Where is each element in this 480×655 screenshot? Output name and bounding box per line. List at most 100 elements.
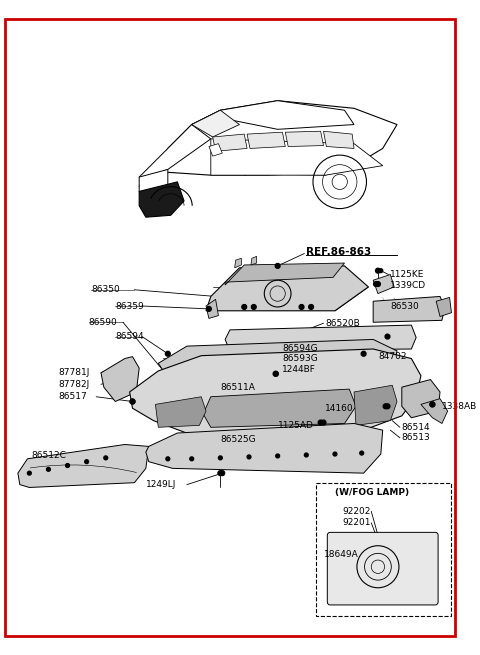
Circle shape xyxy=(218,456,222,460)
Polygon shape xyxy=(206,299,218,318)
Polygon shape xyxy=(235,258,241,268)
Text: 1339CD: 1339CD xyxy=(390,280,426,290)
Polygon shape xyxy=(203,389,356,427)
Text: 1338AB: 1338AB xyxy=(442,402,477,411)
Circle shape xyxy=(130,399,135,404)
Circle shape xyxy=(273,371,278,376)
Polygon shape xyxy=(421,399,448,424)
Circle shape xyxy=(333,452,337,456)
Circle shape xyxy=(360,451,364,455)
Circle shape xyxy=(385,404,390,409)
Circle shape xyxy=(430,402,435,407)
Polygon shape xyxy=(247,132,285,149)
Polygon shape xyxy=(225,263,345,285)
Polygon shape xyxy=(251,256,257,265)
Polygon shape xyxy=(225,325,416,351)
Text: 1249LJ: 1249LJ xyxy=(146,480,176,489)
Text: 92202: 92202 xyxy=(343,507,371,516)
Circle shape xyxy=(218,471,223,476)
Circle shape xyxy=(304,453,308,457)
Circle shape xyxy=(418,556,424,562)
Polygon shape xyxy=(206,266,368,310)
Text: 87782J: 87782J xyxy=(58,380,89,389)
Circle shape xyxy=(385,334,390,339)
FancyBboxPatch shape xyxy=(327,533,438,605)
Circle shape xyxy=(383,404,388,409)
Text: REF.86-863: REF.86-863 xyxy=(306,246,372,257)
Polygon shape xyxy=(139,101,397,191)
Polygon shape xyxy=(354,385,397,425)
Text: 87781J: 87781J xyxy=(58,368,89,377)
Circle shape xyxy=(166,351,170,356)
Circle shape xyxy=(309,305,313,309)
Text: 1125KE: 1125KE xyxy=(390,270,425,279)
Text: 86514: 86514 xyxy=(402,422,431,432)
Polygon shape xyxy=(139,170,168,201)
Polygon shape xyxy=(373,297,445,322)
Text: 86594: 86594 xyxy=(115,332,144,341)
Circle shape xyxy=(247,455,251,458)
Circle shape xyxy=(242,305,247,309)
Polygon shape xyxy=(156,397,206,427)
Circle shape xyxy=(166,457,170,460)
Polygon shape xyxy=(139,124,211,179)
Polygon shape xyxy=(158,339,397,378)
Text: 18649A: 18649A xyxy=(324,550,358,559)
Text: 92201: 92201 xyxy=(343,518,371,527)
Polygon shape xyxy=(192,110,240,137)
Text: 1125AD: 1125AD xyxy=(277,421,313,430)
Polygon shape xyxy=(18,445,149,487)
Circle shape xyxy=(220,471,225,476)
Polygon shape xyxy=(285,131,324,147)
Polygon shape xyxy=(213,134,247,151)
Polygon shape xyxy=(139,182,184,217)
Text: 86590: 86590 xyxy=(88,318,117,327)
Text: 86517: 86517 xyxy=(58,392,87,402)
Text: 86525G: 86525G xyxy=(220,435,256,444)
Text: 86513: 86513 xyxy=(402,434,431,442)
Polygon shape xyxy=(402,379,440,418)
Circle shape xyxy=(275,263,280,269)
Circle shape xyxy=(252,305,256,309)
Circle shape xyxy=(299,305,304,309)
Circle shape xyxy=(379,269,383,272)
Text: 86520B: 86520B xyxy=(325,319,360,328)
Circle shape xyxy=(104,456,108,460)
Text: 1244BF: 1244BF xyxy=(282,365,316,375)
Circle shape xyxy=(47,468,50,471)
Text: 86511A: 86511A xyxy=(220,383,255,392)
Text: 86512C: 86512C xyxy=(31,451,66,460)
Circle shape xyxy=(373,282,378,286)
Text: 86530: 86530 xyxy=(390,301,419,310)
Polygon shape xyxy=(211,139,383,175)
Circle shape xyxy=(430,402,435,407)
Circle shape xyxy=(27,471,31,475)
Circle shape xyxy=(130,399,135,404)
Circle shape xyxy=(321,420,326,425)
Circle shape xyxy=(318,420,323,425)
Text: 86359: 86359 xyxy=(115,301,144,310)
Polygon shape xyxy=(192,101,354,129)
Circle shape xyxy=(276,454,279,458)
Text: 14160: 14160 xyxy=(325,403,354,413)
Circle shape xyxy=(66,464,70,468)
Text: 86593G: 86593G xyxy=(282,354,318,363)
Circle shape xyxy=(85,460,88,464)
Polygon shape xyxy=(130,349,421,435)
Circle shape xyxy=(375,269,380,273)
Polygon shape xyxy=(101,356,139,402)
Circle shape xyxy=(273,371,278,376)
Text: (W/FOG LAMP): (W/FOG LAMP) xyxy=(335,488,409,496)
Circle shape xyxy=(206,307,211,311)
Text: 86594G: 86594G xyxy=(282,345,318,354)
Polygon shape xyxy=(146,424,383,473)
Polygon shape xyxy=(209,143,222,156)
Circle shape xyxy=(360,557,364,561)
Text: 86350: 86350 xyxy=(91,286,120,294)
Text: 84702: 84702 xyxy=(378,352,407,361)
Polygon shape xyxy=(373,274,394,293)
Circle shape xyxy=(190,457,193,460)
Circle shape xyxy=(361,351,366,356)
Circle shape xyxy=(375,282,380,286)
Polygon shape xyxy=(436,297,452,316)
